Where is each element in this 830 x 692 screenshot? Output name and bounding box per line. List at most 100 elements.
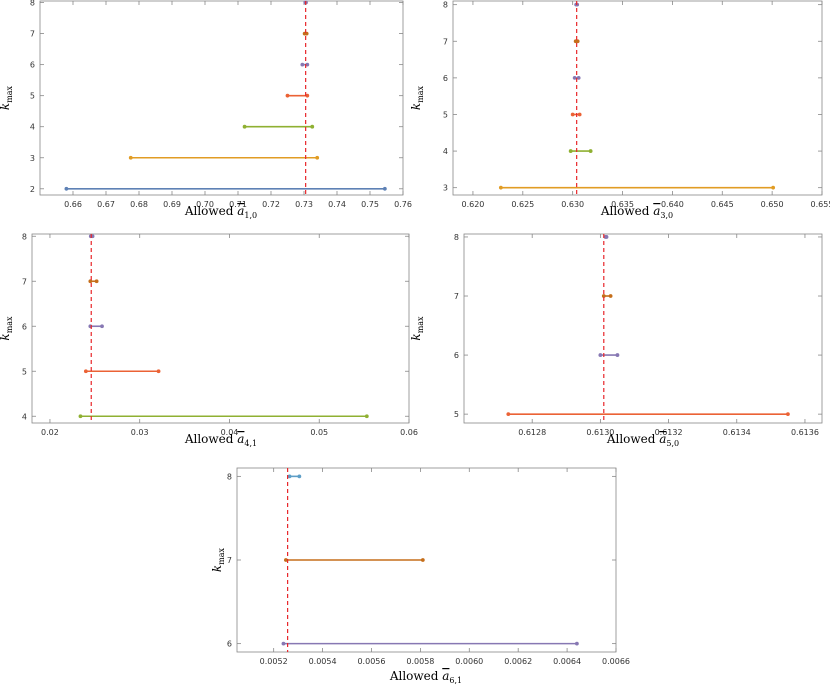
x-tick-label: 0.6136 bbox=[791, 428, 819, 437]
interval-low-point-k3 bbox=[128, 155, 133, 160]
y-axis-label: kmax bbox=[0, 85, 14, 110]
x-tick-label: 0.635 bbox=[611, 200, 634, 209]
x-tick-label: 0.68 bbox=[130, 200, 148, 209]
x-tick-label: 0.76 bbox=[394, 200, 412, 209]
x-axis-label-prefix: Allowed bbox=[184, 432, 237, 446]
y-axis-label-subscript: max bbox=[217, 547, 226, 564]
x-tick-label: 0.73 bbox=[295, 200, 313, 209]
x-axis-label-prefix: Allowed bbox=[600, 204, 653, 218]
y-tick-label: 4 bbox=[443, 147, 448, 156]
x-axis-label-subscript: 6,1 bbox=[449, 676, 462, 685]
interval-high-point-k8 bbox=[604, 235, 609, 239]
interval-high-point-k6 bbox=[615, 353, 620, 357]
interval-high-point-k7 bbox=[94, 279, 99, 284]
y-tick-label: 8 bbox=[30, 0, 35, 8]
interval-high-point-k6 bbox=[100, 324, 104, 329]
y-axis-label-subscript: max bbox=[416, 316, 425, 333]
x-tick-label: 0.75 bbox=[361, 200, 379, 209]
panel-a61: 0.0052 0.0054 0.0056 0.0058 0.0060 0.0062 0.00… bbox=[210, 467, 630, 685]
y-tick-label: 6 bbox=[30, 61, 35, 70]
y-tick-label: 6 bbox=[443, 74, 448, 83]
x-tick-label: 0.6130 bbox=[586, 428, 614, 437]
x-tick-label: 0.67 bbox=[97, 200, 115, 209]
interval-low-point-k6 bbox=[281, 641, 286, 646]
x-tick-label: 0.0060 bbox=[455, 657, 483, 666]
plot-frame bbox=[31, 233, 410, 424]
interval-low-point-k3 bbox=[498, 185, 503, 190]
interval-high-point-k6 bbox=[574, 641, 579, 646]
x-tick-label: 0.6132 bbox=[655, 428, 683, 437]
interval-low-point-k4 bbox=[242, 124, 247, 129]
x-axis-label-symbol: a bbox=[237, 432, 244, 446]
y-axis-label-main: k bbox=[0, 103, 12, 110]
x-tick-label: 0.630 bbox=[561, 200, 584, 209]
plot-frame bbox=[463, 233, 823, 424]
y-axis-label: kmax bbox=[210, 547, 226, 572]
y-axis-label-main: k bbox=[409, 103, 423, 110]
interval-high-point-k8 bbox=[297, 474, 302, 479]
y-tick-label: 7 bbox=[454, 292, 459, 301]
interval-low-point-k2 bbox=[64, 186, 69, 191]
interval-high-point-k5 bbox=[156, 369, 161, 374]
x-tick-label: 0.625 bbox=[511, 200, 534, 209]
y-axis-label-main: k bbox=[409, 333, 423, 340]
y-axis-label: kmax bbox=[409, 85, 425, 110]
x-axis-label-symbol: a bbox=[237, 204, 244, 218]
x-axis-label-prefix: Allowed bbox=[389, 669, 442, 683]
x-axis-label-prefix: Allowed bbox=[184, 204, 237, 218]
x-tick-label: 0.04 bbox=[221, 428, 239, 437]
x-tick-label: 0.69 bbox=[163, 200, 181, 209]
x-tick-label: 0.0056 bbox=[357, 657, 385, 666]
x-axis-label-subscript: 4,1 bbox=[244, 439, 257, 448]
x-tick-label: 0.655 bbox=[811, 200, 830, 209]
y-tick-label: 8 bbox=[443, 1, 448, 10]
x-tick-label: 0.05 bbox=[310, 428, 328, 437]
x-axis-label: Allowed a3,0 bbox=[600, 204, 673, 220]
y-tick-label: 5 bbox=[22, 367, 27, 376]
y-tick-label: 4 bbox=[22, 412, 27, 421]
x-axis-label-symbol: a bbox=[442, 669, 449, 683]
y-axis-label-subscript: max bbox=[5, 316, 14, 333]
y-axis-label: kmax bbox=[0, 316, 14, 341]
x-tick-label: 0.74 bbox=[328, 200, 346, 209]
interval-low-point-k7 bbox=[601, 294, 606, 298]
y-tick-label: 8 bbox=[22, 232, 27, 241]
interval-low-point-k6 bbox=[598, 353, 603, 357]
x-axis-label: Allowed a6,1 bbox=[389, 669, 462, 685]
y-tick-label: 7 bbox=[22, 277, 27, 286]
x-tick-label: 0.72 bbox=[262, 200, 280, 209]
interval-low-point-k7 bbox=[88, 279, 93, 284]
y-tick-label: 4 bbox=[30, 123, 35, 132]
interval-low-point-k7 bbox=[284, 558, 288, 562]
x-axis-label: Allowed a5,0 bbox=[606, 432, 679, 448]
interval-high-point-k5 bbox=[305, 93, 310, 98]
plot-frame bbox=[39, 0, 404, 196]
x-axis-label: Allowed a1,0 bbox=[184, 204, 257, 220]
x-tick-label: 0.650 bbox=[761, 200, 784, 209]
x-tick-label: 0.06 bbox=[400, 428, 418, 437]
interval-high-point-k4 bbox=[588, 149, 593, 153]
interval-low-point-k4 bbox=[78, 414, 83, 419]
interval-high-point-k7 bbox=[608, 294, 613, 298]
panel-a10: 0.66 0.67 0.68 0.69 0.70 0.71 0.72 0.73 0.74 0.75… bbox=[0, 0, 412, 220]
y-tick-label: 7 bbox=[227, 556, 232, 565]
interval-low-point-k5 bbox=[83, 369, 88, 374]
x-tick-label: 0.6128 bbox=[518, 428, 546, 437]
interval-low-point-k5 bbox=[506, 412, 511, 417]
x-tick-label: 0.6134 bbox=[723, 428, 751, 437]
y-tick-label: 5 bbox=[30, 92, 35, 101]
y-tick-label: 6 bbox=[454, 351, 459, 360]
x-axis-label-subscript: 5,0 bbox=[666, 439, 679, 448]
interval-high-point-k4 bbox=[310, 124, 315, 129]
y-tick-label: 2 bbox=[30, 185, 35, 194]
panel-a50: 0.6128 0.6130 0.6132 0.6134 0.6136 5 6 7 8 Allowe… bbox=[409, 233, 823, 448]
y-tick-label: 6 bbox=[22, 322, 27, 331]
y-tick-label: 3 bbox=[443, 184, 448, 193]
y-tick-label: 8 bbox=[454, 233, 459, 242]
interval-high-point-k5 bbox=[786, 412, 790, 417]
interval-high-point-k4 bbox=[364, 414, 369, 419]
y-tick-label: 8 bbox=[227, 472, 232, 481]
interval-low-point-k6 bbox=[300, 62, 305, 67]
y-tick-label: 5 bbox=[443, 110, 448, 119]
